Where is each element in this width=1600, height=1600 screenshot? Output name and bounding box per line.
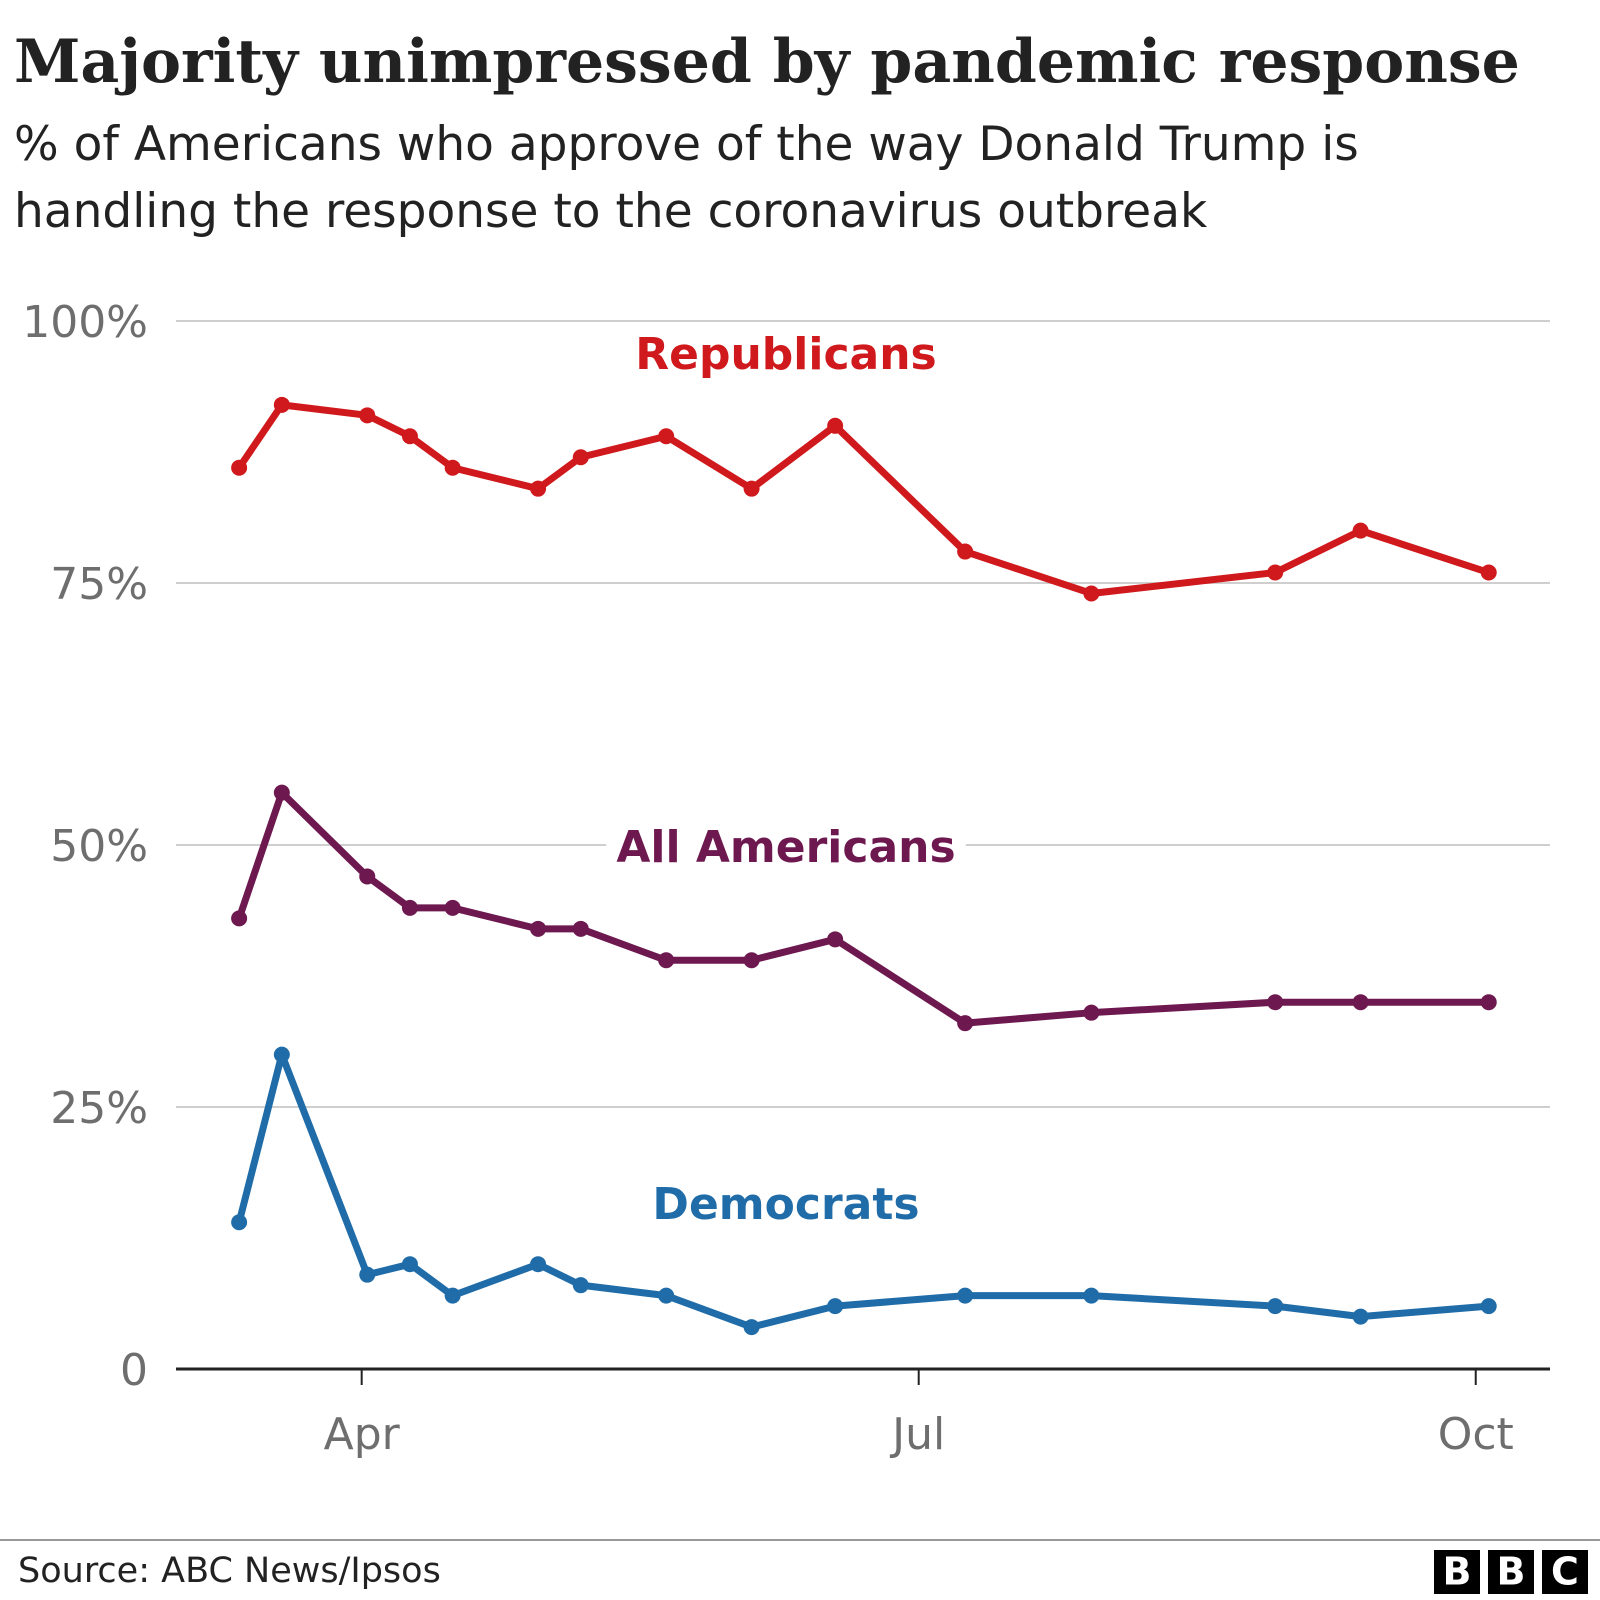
y-tick-label: 75% — [50, 559, 148, 610]
point — [658, 952, 675, 969]
series-label: All Americans — [616, 822, 955, 873]
point — [1267, 564, 1284, 581]
logo-letter: C — [1551, 1550, 1579, 1594]
point — [444, 1287, 461, 1304]
point — [743, 1319, 760, 1336]
y-tick-label: 25% — [50, 1083, 148, 1134]
point — [359, 1266, 376, 1283]
point — [530, 920, 547, 937]
point — [827, 417, 844, 434]
point — [273, 784, 290, 801]
point — [401, 1256, 418, 1273]
x-tick-label: Oct — [1438, 1409, 1514, 1460]
point — [827, 931, 844, 948]
point — [1352, 1308, 1369, 1325]
label-background — [606, 822, 966, 873]
point — [957, 1015, 974, 1032]
subtitle-line: handling the response to the coronavirus… — [14, 184, 1208, 239]
logo-letter: B — [1443, 1550, 1472, 1594]
chart-subtitle: % of Americans who approve of the way Do… — [14, 117, 1359, 239]
point — [1352, 522, 1369, 539]
point — [1480, 564, 1497, 581]
point — [572, 449, 589, 466]
point — [273, 396, 290, 413]
point — [743, 952, 760, 969]
subtitle-line: % of Americans who approve of the way Do… — [14, 117, 1359, 172]
point — [1480, 994, 1497, 1011]
series-label: Democrats — [652, 1179, 919, 1230]
point — [231, 1214, 248, 1231]
point — [957, 1287, 974, 1304]
point — [401, 428, 418, 445]
point — [1480, 1298, 1497, 1315]
point — [1267, 1298, 1284, 1315]
logo-box — [1434, 1550, 1480, 1594]
point — [444, 899, 461, 916]
point — [1352, 994, 1369, 1011]
x-tick-label: Apr — [324, 1409, 401, 1460]
label-background — [625, 329, 947, 380]
point — [658, 428, 675, 445]
point — [743, 480, 760, 497]
point — [530, 480, 547, 497]
point — [658, 1287, 675, 1304]
point — [1267, 994, 1284, 1011]
series-label: Republicans — [635, 329, 937, 380]
point — [231, 459, 248, 476]
point — [530, 1256, 547, 1273]
point — [572, 1277, 589, 1294]
point — [1083, 1287, 1100, 1304]
logo-box — [1542, 1550, 1588, 1594]
point — [572, 920, 589, 937]
logo-letter: B — [1497, 1550, 1526, 1594]
label-background — [642, 1179, 930, 1230]
point — [231, 910, 248, 927]
point — [957, 543, 974, 560]
point — [359, 407, 376, 424]
series-line — [236, 401, 1490, 597]
point — [359, 868, 376, 885]
point — [1083, 1004, 1100, 1021]
y-tick-label: 50% — [50, 821, 148, 872]
x-tick-label: Jul — [889, 1409, 945, 1460]
point — [1083, 585, 1100, 602]
point — [827, 1298, 844, 1315]
source: Source: ABC News/Ipsos — [18, 1551, 441, 1591]
y-tick-label: 100% — [22, 297, 148, 348]
point — [273, 1046, 290, 1063]
point — [444, 459, 461, 476]
y-tick-label: 0 — [120, 1345, 148, 1396]
chart-title: Majority unimpressed by pandemic respons… — [14, 27, 1520, 97]
point — [401, 899, 418, 916]
logo-box — [1488, 1550, 1534, 1594]
